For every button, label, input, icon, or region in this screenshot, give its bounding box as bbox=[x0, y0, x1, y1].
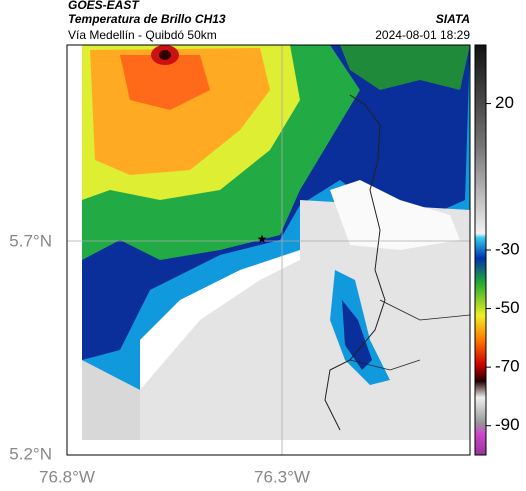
imagery bbox=[67, 45, 470, 455]
lon-label: 76.3°W bbox=[254, 467, 310, 486]
colorbar-tick-label: -90 bbox=[495, 415, 520, 434]
title: Temperatura de Brillo CH13 bbox=[68, 12, 226, 26]
agency: SIATA bbox=[436, 12, 470, 26]
lat-label: 5.7°N bbox=[9, 231, 52, 250]
colorbar-tick-label: 20 bbox=[495, 93, 514, 112]
colorbar bbox=[474, 44, 487, 456]
location-marker: ★ bbox=[257, 232, 268, 246]
coastline bbox=[324, 94, 386, 431]
lat-label: 5.2°N bbox=[9, 444, 52, 463]
colorbar-ticks: 20 -30 -50 -70 -90 bbox=[486, 93, 520, 434]
colorbar-tick-label: -70 bbox=[495, 357, 520, 376]
colorbar-tick-label: -50 bbox=[495, 298, 520, 317]
lon-label: 76.8°W bbox=[39, 467, 95, 486]
border bbox=[349, 299, 471, 371]
source: GOES-EAST bbox=[68, 0, 140, 12]
colorbar-tick-label: -30 bbox=[495, 239, 520, 258]
map-frame bbox=[66, 44, 471, 456]
timestamp: 2024-08-01 18:29 bbox=[375, 28, 470, 42]
subtitle: Vía Medellín - Quibdó 50km bbox=[68, 28, 217, 42]
